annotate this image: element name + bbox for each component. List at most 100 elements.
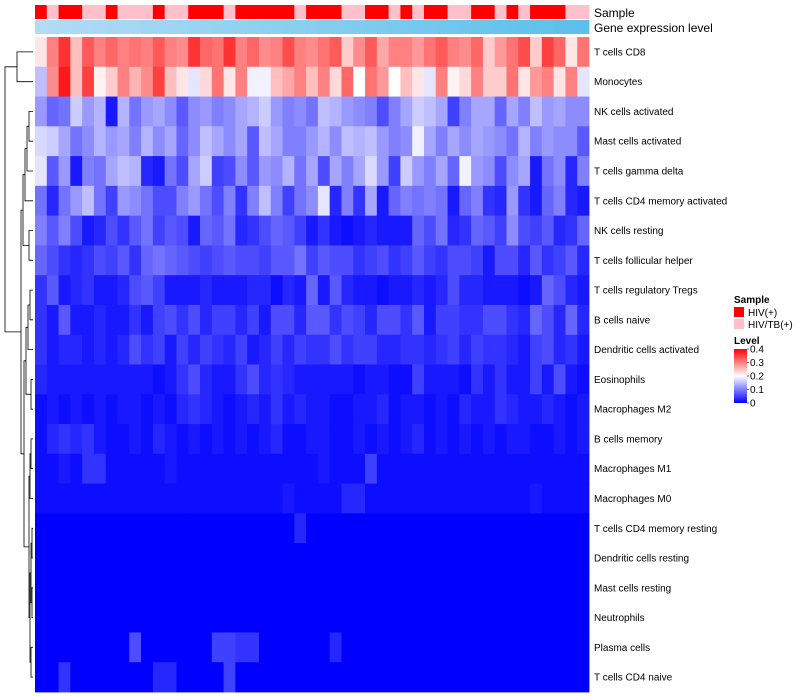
heatmap-cell <box>294 543 307 574</box>
row-label: B cells naive <box>594 315 651 326</box>
heatmap-cell <box>82 394 95 425</box>
heatmap-cell <box>258 543 272 574</box>
heatmap-cell <box>365 662 378 693</box>
heatmap-cell <box>423 602 437 633</box>
heatmap-cell <box>164 334 177 365</box>
heatmap-cell <box>423 453 437 484</box>
sample-annotation-cell <box>294 5 307 19</box>
heatmap-cell <box>211 96 224 127</box>
heatmap-cell <box>482 572 496 604</box>
sample-annotation-cell <box>376 5 390 19</box>
heatmap-cell <box>152 156 166 187</box>
sample-annotation-cell <box>188 5 201 19</box>
heatmap-cell <box>494 304 507 336</box>
heatmap-cell <box>70 483 83 514</box>
heatmap-cell <box>46 245 59 276</box>
heatmap-cell <box>565 364 578 395</box>
sample-annotation-cell <box>553 5 566 19</box>
heatmap-cell <box>447 424 460 455</box>
heatmap-cell <box>247 96 260 127</box>
heatmap-cell <box>471 453 484 484</box>
heatmap-cell <box>376 66 390 97</box>
heatmap-cell <box>565 543 578 574</box>
heatmap-cell <box>400 602 413 633</box>
heatmap-cell <box>471 185 484 217</box>
heatmap-cell <box>447 394 460 425</box>
heatmap-cell <box>306 245 319 276</box>
heatmap-cell <box>388 602 401 633</box>
heatmap-cell <box>164 543 177 574</box>
heatmap-cell <box>329 37 342 68</box>
heatmap-cell <box>376 632 390 663</box>
heatmap-cell <box>223 334 236 365</box>
heatmap-cell <box>258 394 272 425</box>
heatmap-cell <box>423 632 437 663</box>
heatmap-cell <box>188 364 201 395</box>
heatmap-cell <box>211 245 224 276</box>
heatmap-cell <box>200 364 213 395</box>
heatmap-cell <box>306 513 319 544</box>
heatmap-cell <box>188 66 201 97</box>
heatmap-cell <box>317 37 331 68</box>
heatmap-cell <box>388 37 401 68</box>
heatmap-cell <box>577 483 590 514</box>
heatmap-cell <box>412 453 425 484</box>
heatmap-cell <box>105 156 118 187</box>
heatmap-cell <box>435 185 448 217</box>
heatmap-cell <box>270 543 283 574</box>
heatmap-cell <box>282 572 295 604</box>
heatmap-cell <box>447 572 460 604</box>
heatmap-cell <box>211 632 224 663</box>
heatmap-cell <box>306 424 319 455</box>
heatmap-cell <box>82 275 95 306</box>
heatmap-cell <box>412 364 425 395</box>
heatmap-cell <box>341 334 354 365</box>
heatmap-cell <box>82 453 95 484</box>
heatmap-cell <box>200 37 213 68</box>
heatmap-cell <box>353 96 366 127</box>
heatmap-cell <box>553 334 566 365</box>
heatmap-cell <box>400 424 413 455</box>
heatmap-cell <box>129 662 142 693</box>
heatmap-cell <box>553 453 566 484</box>
heatmap-cell <box>152 185 166 217</box>
heatmap-cell <box>294 453 307 484</box>
heatmap-cell <box>258 632 272 663</box>
heatmap-cell <box>247 304 260 336</box>
heatmap-cell <box>553 96 566 127</box>
sample-annotation-cell <box>82 5 95 19</box>
heatmap-cell <box>577 364 590 395</box>
heatmap-cell <box>200 156 213 187</box>
gene-expression-annotation-cell <box>258 20 272 34</box>
heatmap-cell <box>70 37 83 68</box>
heatmap-cell <box>164 215 177 246</box>
heatmap-cell <box>412 543 425 574</box>
heatmap-cell <box>412 245 425 276</box>
heatmap-cell <box>200 483 213 514</box>
heatmap-cell <box>341 37 354 68</box>
heatmap-cell <box>200 126 213 157</box>
heatmap-cell <box>423 185 437 217</box>
heatmap-cell <box>188 275 201 306</box>
heatmap-cell <box>506 156 519 187</box>
heatmap-cell <box>518 37 531 68</box>
heatmap-cell <box>164 364 177 395</box>
heatmap-cell <box>294 632 307 663</box>
heatmap-cell <box>388 424 401 455</box>
dendrogram-branch <box>27 304 33 350</box>
heatmap-cell <box>82 483 95 514</box>
heatmap-cell <box>258 37 272 68</box>
heatmap-cell <box>211 453 224 484</box>
heatmap-cell <box>105 215 118 246</box>
heatmap-cell <box>270 334 283 365</box>
heatmap-cell <box>152 215 166 246</box>
heatmap-cell <box>329 394 342 425</box>
heatmap-cell <box>577 275 590 306</box>
heatmap-cell <box>200 96 213 127</box>
heatmap-cell <box>35 483 48 514</box>
heatmap-cell <box>235 543 248 574</box>
heatmap-cell <box>117 662 130 693</box>
dendrogram-branch <box>28 111 33 142</box>
heatmap-cell <box>471 215 484 246</box>
heatmap-cell <box>482 453 496 484</box>
